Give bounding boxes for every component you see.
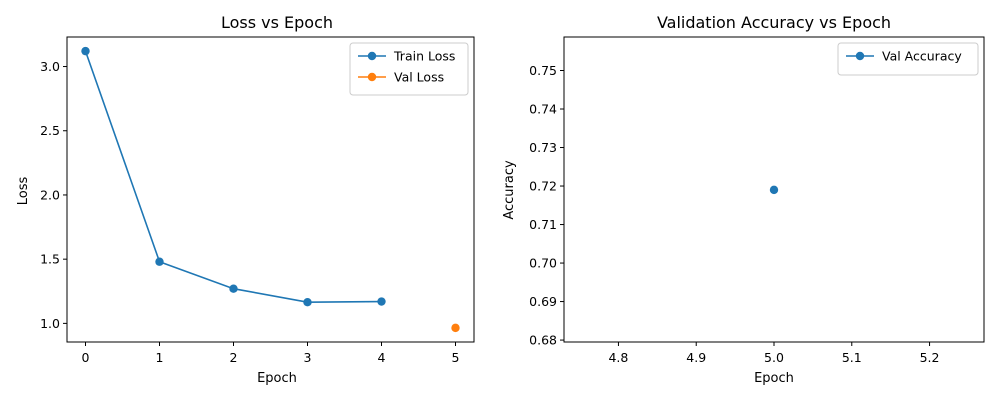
- loss-chart-x-tick-label: 5: [452, 350, 460, 365]
- loss-chart-y-tick-label: 2.5: [40, 123, 60, 138]
- accuracy-chart-y-tick-label: 0.68: [529, 333, 557, 348]
- loss-chart-data-point: [377, 297, 386, 306]
- accuracy-chart-y-tick-label: 0.72: [529, 179, 557, 194]
- loss-chart-y-tick-label: 3.0: [40, 59, 60, 74]
- accuracy-chart-y-tick-label: 0.70: [529, 256, 557, 271]
- loss-chart-data-point: [81, 46, 90, 56]
- loss-chart-panel: Loss vs Epoch Epoch Loss 0 1 2 3 4 5 1.0 1.5 2.0…: [16, 13, 475, 386]
- accuracy-chart-title: Validation Accuracy vs Epoch: [657, 13, 891, 32]
- loss-chart-title: Loss vs Epoch: [221, 13, 333, 32]
- loss-chart-plot-frame: [66, 36, 475, 343]
- accuracy-chart-legend-marker: [855, 51, 865, 61]
- loss-chart-data-point: [155, 257, 164, 266]
- loss-chart-x-tick-label: 0: [82, 350, 90, 365]
- loss-chart-data-point: [229, 284, 238, 293]
- accuracy-chart-x-tick-label: 4.9: [686, 350, 706, 365]
- accuracy-chart-y-tick-label: 0.74: [529, 102, 557, 117]
- accuracy-chart-panel: Validation Accuracy vs Epoch Epoch Accur…: [502, 13, 985, 386]
- loss-chart-x-tick-label: 3: [304, 350, 312, 365]
- loss-chart-x-axis-label: Epoch: [257, 371, 297, 386]
- accuracy-chart-y-tick-label: 0.71: [529, 217, 557, 232]
- accuracy-chart-y-axis-label: Accuracy: [502, 160, 517, 220]
- loss-chart-data-point: [303, 297, 312, 307]
- loss-chart-legend-label: Train Loss: [393, 49, 455, 64]
- loss-chart-legend-marker: [367, 72, 377, 82]
- loss-chart-x-tick-label: 2: [230, 350, 238, 365]
- accuracy-chart-x-tick-label: 5.2: [920, 350, 940, 365]
- loss-chart-y-tick-label: 1.0: [40, 316, 60, 331]
- accuracy-chart-y-tick-label: 0.69: [529, 294, 557, 309]
- loss-chart-y-tick-label: 2.0: [40, 187, 60, 202]
- loss-chart-x-tick-label: 4: [378, 350, 386, 365]
- accuracy-chart-x-tick-label: 5.1: [842, 350, 862, 365]
- accuracy-chart-y-tick-label: 0.75: [529, 63, 557, 78]
- loss-chart-legend-marker: [367, 51, 377, 61]
- loss-chart-y-axis-label: Loss: [16, 177, 31, 206]
- accuracy-chart-x-tick-label: 5.0: [764, 350, 784, 365]
- accuracy-chart-legend: [837, 42, 979, 76]
- accuracy-chart-legend-label: Val Accuracy: [882, 49, 962, 64]
- loss-chart-data-point: [451, 323, 460, 333]
- loss-chart-x-tick-label: 1: [156, 350, 164, 365]
- accuracy-chart-x-tick-label: 4.8: [608, 350, 628, 365]
- accuracy-chart-x-axis-label: Epoch: [754, 371, 794, 386]
- loss-chart-legend-label: Val Loss: [394, 70, 444, 85]
- loss-chart-series-line-0: [84, 50, 382, 303]
- accuracy-chart-y-tick-label: 0.73: [529, 140, 557, 155]
- accuracy-chart-data-point: [769, 185, 779, 195]
- loss-chart-y-tick-label: 1.5: [40, 252, 60, 267]
